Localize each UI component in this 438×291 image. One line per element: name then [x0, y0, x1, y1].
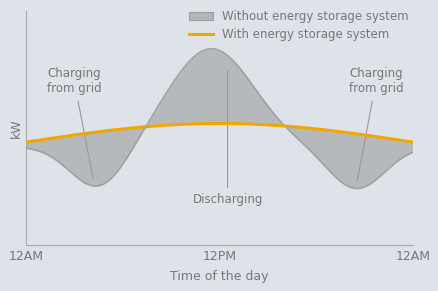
Text: Charging
from grid: Charging from grid: [47, 68, 101, 179]
Y-axis label: kW: kW: [10, 118, 23, 138]
Legend: Without energy storage system, With energy storage system: Without energy storage system, With ener…: [186, 8, 410, 43]
Text: Discharging: Discharging: [192, 70, 262, 207]
Text: Charging
from grid: Charging from grid: [348, 68, 403, 181]
X-axis label: Time of the day: Time of the day: [170, 270, 268, 283]
